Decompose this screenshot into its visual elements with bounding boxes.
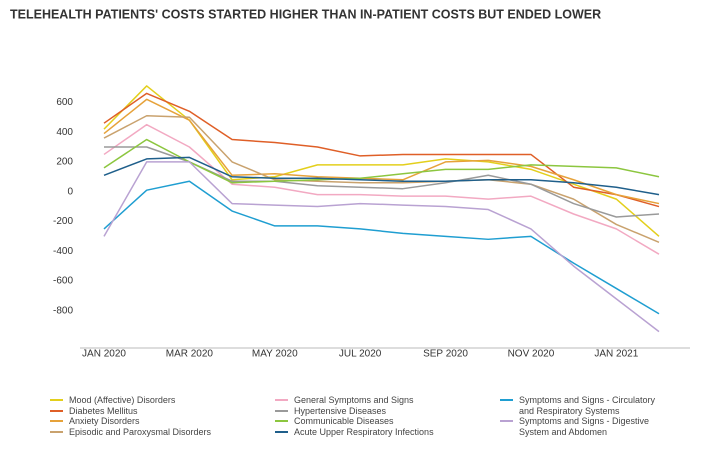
legend-label: Mood (Affective) Disorders [69, 395, 176, 405]
legend-item: Hypertensive Diseases [275, 406, 444, 417]
series-line [103, 180, 660, 315]
chart-title: TELEHEALTH PATIENTS' COSTS STARTED HIGHE… [10, 7, 601, 21]
y-tick-label: -600 [53, 276, 73, 287]
series-line [103, 98, 660, 205]
legend-label: Acute Upper Respiratory Infections [294, 426, 434, 437]
y-tick-label: -400 [53, 246, 73, 257]
legend-swatch [50, 430, 63, 433]
x-tick-label: SEP 2020 [423, 349, 468, 360]
series-line [103, 156, 660, 196]
series-line [103, 138, 660, 184]
legend-item: Communicable Diseases [275, 416, 444, 427]
y-tick-label: 0 [67, 186, 73, 197]
legend-item: Mood (Affective) Disorders [50, 395, 219, 406]
legend-swatch [50, 409, 63, 412]
x-tick-label: JUL 2020 [339, 349, 382, 360]
legend-item: Episodic and Paroxysmal Disorders [50, 427, 219, 438]
legend-label: Hypertensive Diseases [294, 405, 387, 416]
legend-item: Symptoms and Signs - Circulatory and Res… [500, 395, 669, 416]
y-tick-label: -200 [53, 216, 73, 227]
legend-item: General Symptoms and Signs [275, 395, 444, 406]
legend-swatch [275, 409, 288, 412]
y-tick-label: 600 [56, 97, 73, 108]
legend-swatch [275, 430, 288, 433]
series-line [103, 161, 660, 333]
legend-label: Symptoms and Signs - Circulatory and Res… [519, 395, 656, 416]
legend-label: General Symptoms and Signs [294, 395, 414, 405]
x-tick-label: MAR 2020 [166, 349, 214, 360]
legend-label: Diabetes Mellitus [69, 405, 138, 416]
x-tick-label: JAN 2020 [82, 349, 126, 360]
series-line [103, 123, 660, 255]
legend-swatch [50, 399, 63, 401]
legend-label: Episodic and Paroxysmal Disorders [69, 426, 212, 437]
legend-item: Diabetes Mellitus [50, 406, 219, 417]
series-line [103, 92, 660, 208]
legend-swatch [500, 399, 513, 401]
legend-swatch [275, 399, 288, 401]
legend-swatch [275, 420, 288, 423]
legend-swatch [500, 420, 513, 422]
x-tick-label: JAN 2021 [594, 349, 638, 360]
legend-label: Symptoms and Signs - Digestive System an… [519, 416, 650, 437]
legend-swatch [50, 420, 63, 423]
legend-item: Anxiety Disorders [50, 416, 219, 427]
legend-label: Anxiety Disorders [69, 416, 140, 427]
legend-item: Acute Upper Respiratory Infections [275, 427, 444, 438]
x-tick-label: NOV 2020 [508, 349, 555, 360]
series-line [103, 114, 660, 243]
y-tick-label: 200 [56, 157, 73, 168]
y-tick-label: -800 [53, 305, 73, 316]
legend-item: Symptoms and Signs - Digestive System an… [500, 416, 669, 437]
x-tick-label: MAY 2020 [252, 349, 298, 360]
legend-label: Communicable Diseases [294, 416, 394, 427]
y-tick-label: 400 [56, 127, 73, 138]
